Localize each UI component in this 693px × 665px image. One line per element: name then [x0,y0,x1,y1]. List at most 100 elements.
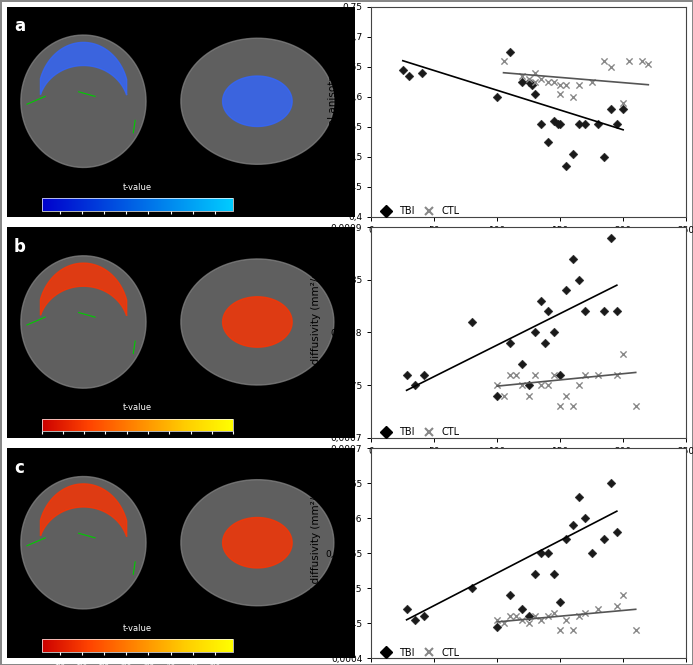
Point [599,306,610,317]
Point [605,61,616,72]
Point [529,67,541,78]
Point [599,55,610,66]
Point [580,369,591,380]
Polygon shape [21,477,146,609]
Point [580,306,591,317]
Point [548,608,559,618]
Text: a: a [14,17,25,35]
Point [505,590,516,600]
Point [523,618,534,628]
Point [630,401,641,412]
Point [401,369,412,380]
Legend: TBI, CTL: TBI, CTL [376,206,459,216]
Point [540,338,551,348]
Point [611,118,622,129]
Point [611,306,622,317]
Point [517,70,528,81]
Point [574,380,585,390]
Point [617,590,629,600]
Text: 1.1: 1.1 [42,198,55,207]
Point [542,548,553,559]
Point [561,160,572,171]
Point [580,608,591,618]
Point [568,148,579,159]
Point [416,67,428,78]
Y-axis label: Radial diffusivity (mm²/s): Radial diffusivity (mm²/s) [311,487,321,619]
Point [542,136,553,147]
Text: 1.1: 1.1 [42,640,55,648]
Point [511,369,522,380]
Point [617,348,629,359]
Text: c: c [14,459,24,477]
Polygon shape [21,256,146,388]
Point [529,569,541,580]
Point [586,76,597,87]
Point [492,614,503,625]
Point [552,118,563,129]
Point [536,118,547,129]
Point [542,76,553,87]
Point [561,390,572,401]
Point [599,152,610,162]
Point [611,369,622,380]
Point [401,604,412,614]
Point [517,358,528,369]
Point [505,611,516,622]
Text: t-value: t-value [123,404,152,412]
Text: 5.4: 5.4 [220,198,233,207]
Point [554,88,565,99]
Point [542,380,553,390]
Point [529,611,541,622]
X-axis label: Relative slow-wave activity power: Relative slow-wave activity power [428,239,629,249]
Polygon shape [21,35,146,168]
Polygon shape [222,76,292,126]
Legend: TBI, CTL: TBI, CTL [376,427,459,437]
Point [554,597,565,608]
Text: t-value: t-value [123,183,152,192]
Point [643,59,654,69]
Polygon shape [222,297,292,347]
Point [605,233,616,243]
Polygon shape [181,38,334,164]
Point [548,116,559,126]
Point [397,65,408,75]
Polygon shape [181,259,334,385]
Point [536,548,547,559]
Point [568,91,579,102]
Polygon shape [40,263,127,316]
Point [574,275,585,285]
Point [492,380,503,390]
Point [523,380,534,390]
Point [498,55,509,66]
Point [548,369,559,380]
Point [624,55,635,66]
Point [492,622,503,632]
Point [492,390,503,401]
Y-axis label: Mean diffusivity (mm²/s): Mean diffusivity (mm²/s) [311,269,321,396]
Point [605,104,616,114]
Point [548,327,559,338]
Point [419,369,430,380]
Point [586,548,597,559]
Point [529,76,541,87]
Point [574,118,585,129]
Point [554,369,565,380]
Polygon shape [181,479,334,606]
Point [548,569,559,580]
Point [536,380,547,390]
Point [630,625,641,636]
Point [498,390,509,401]
Point [410,380,421,390]
Point [419,611,430,622]
Point [568,520,579,531]
Point [593,604,604,614]
Point [574,79,585,90]
Legend: TBI, CTL: TBI, CTL [376,648,459,658]
Point [605,478,616,489]
Point [574,492,585,503]
Point [568,625,579,636]
Point [636,55,647,66]
Point [548,76,559,87]
Point [466,317,477,327]
Point [527,79,538,90]
